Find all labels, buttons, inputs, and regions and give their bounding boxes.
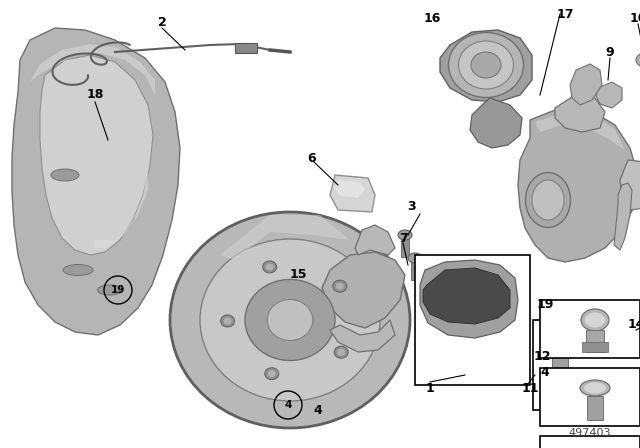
Polygon shape: [40, 55, 153, 255]
Text: 3: 3: [408, 201, 416, 214]
Ellipse shape: [262, 261, 276, 273]
Ellipse shape: [266, 263, 274, 271]
Polygon shape: [570, 64, 602, 105]
Text: 17: 17: [556, 8, 573, 21]
Bar: [582, 342, 608, 352]
Text: 6: 6: [308, 151, 316, 164]
Polygon shape: [470, 98, 522, 148]
Bar: [411, 258, 419, 280]
Polygon shape: [322, 252, 405, 328]
Bar: [540, 436, 640, 448]
Ellipse shape: [223, 318, 232, 324]
Polygon shape: [420, 260, 518, 338]
Bar: [552, 352, 568, 384]
Text: 9: 9: [605, 46, 614, 59]
Ellipse shape: [471, 52, 501, 78]
Text: 497403: 497403: [569, 428, 611, 438]
Text: 19: 19: [536, 298, 554, 311]
Ellipse shape: [97, 285, 122, 295]
Text: 10: 10: [629, 12, 640, 25]
Polygon shape: [555, 95, 605, 132]
Ellipse shape: [398, 230, 412, 240]
Polygon shape: [330, 320, 395, 352]
Polygon shape: [440, 30, 532, 102]
Polygon shape: [330, 175, 375, 212]
Ellipse shape: [585, 313, 605, 327]
Ellipse shape: [334, 346, 348, 358]
Polygon shape: [220, 215, 350, 260]
Ellipse shape: [618, 335, 632, 349]
Ellipse shape: [336, 283, 344, 290]
Text: 14: 14: [627, 319, 640, 332]
Text: 18: 18: [86, 89, 104, 102]
Ellipse shape: [200, 239, 380, 401]
Ellipse shape: [525, 172, 570, 228]
Polygon shape: [620, 160, 640, 210]
Polygon shape: [614, 183, 632, 250]
Bar: [540, 300, 640, 358]
Ellipse shape: [63, 264, 93, 276]
Ellipse shape: [170, 309, 410, 347]
Ellipse shape: [532, 180, 564, 220]
Polygon shape: [334, 180, 365, 198]
Polygon shape: [596, 82, 622, 108]
Ellipse shape: [552, 340, 568, 350]
Bar: [590, 335, 625, 349]
Bar: [401, 235, 409, 257]
Ellipse shape: [581, 309, 609, 331]
Ellipse shape: [580, 380, 610, 396]
Polygon shape: [12, 28, 180, 335]
Ellipse shape: [458, 41, 513, 89]
Ellipse shape: [221, 315, 235, 327]
Ellipse shape: [51, 169, 79, 181]
Ellipse shape: [337, 349, 345, 356]
Text: 1: 1: [426, 382, 435, 395]
Bar: [415, 255, 530, 385]
Text: 12: 12: [533, 350, 551, 363]
Ellipse shape: [449, 33, 524, 98]
Polygon shape: [355, 225, 395, 255]
Ellipse shape: [333, 280, 347, 292]
Text: 4: 4: [541, 366, 549, 379]
Bar: [540, 368, 640, 426]
Polygon shape: [535, 112, 625, 150]
Polygon shape: [30, 44, 155, 95]
Text: 7: 7: [399, 232, 408, 245]
Text: 4: 4: [284, 400, 292, 410]
Text: 2: 2: [157, 16, 166, 29]
Text: 11: 11: [521, 382, 539, 395]
Bar: [235, 43, 257, 53]
Ellipse shape: [408, 253, 422, 263]
Ellipse shape: [584, 383, 606, 393]
Text: 4: 4: [314, 404, 323, 417]
Text: 19: 19: [111, 285, 125, 295]
Text: 16: 16: [423, 12, 441, 25]
Ellipse shape: [268, 299, 313, 340]
Ellipse shape: [265, 368, 279, 380]
Bar: [587, 396, 603, 420]
Ellipse shape: [245, 280, 335, 361]
Text: 15: 15: [289, 268, 307, 281]
Ellipse shape: [549, 337, 571, 353]
Ellipse shape: [170, 212, 410, 428]
Bar: [533, 320, 640, 410]
Polygon shape: [95, 165, 148, 248]
Ellipse shape: [268, 370, 276, 377]
Polygon shape: [423, 268, 510, 324]
Polygon shape: [518, 108, 638, 262]
Ellipse shape: [636, 53, 640, 67]
Bar: [586, 330, 604, 352]
